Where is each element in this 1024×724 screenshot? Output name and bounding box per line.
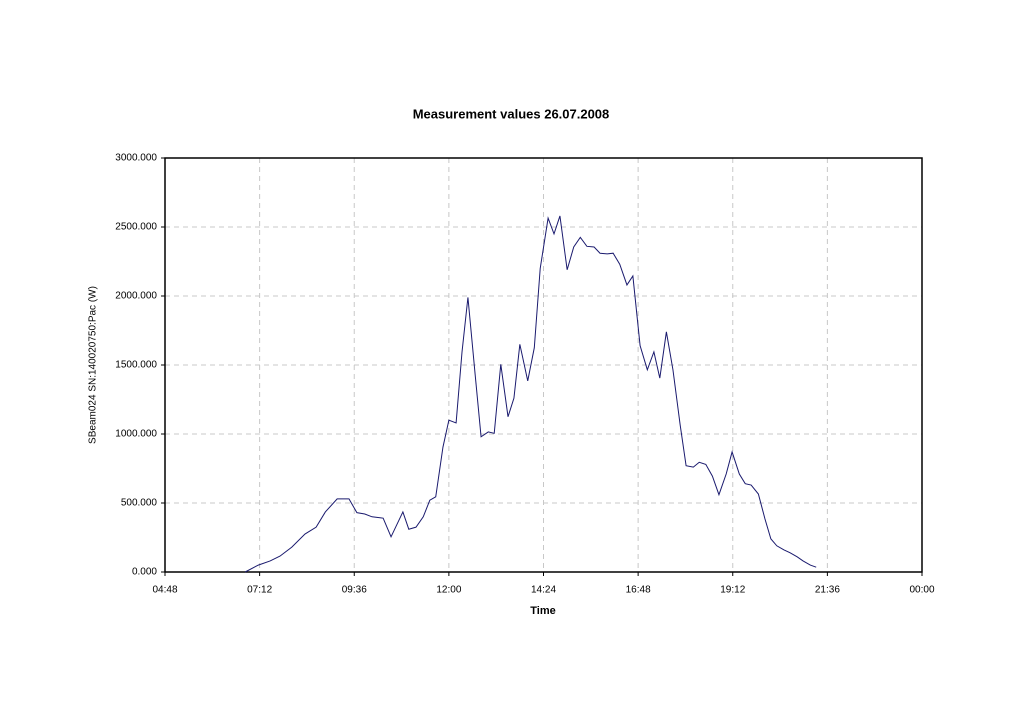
x-tick-label: 21:36 xyxy=(815,585,840,596)
y-tick-label: 2500.000 xyxy=(115,222,157,233)
y-tick-label: 1500.000 xyxy=(115,360,157,371)
x-tick-label: 16:48 xyxy=(626,585,651,596)
x-tick-label: 04:48 xyxy=(152,585,177,596)
y-tick-label: 2000.000 xyxy=(115,291,157,302)
x-tick-label: 19:12 xyxy=(720,585,745,596)
data-line xyxy=(244,215,817,573)
y-axis-title: SBeam024 SN:140020750:Pac (W) xyxy=(88,286,99,444)
x-tick-label: 07:12 xyxy=(247,585,272,596)
x-tick-label: 14:24 xyxy=(531,585,556,596)
x-axis-title: Time xyxy=(530,605,555,617)
y-tick-label: 1000.000 xyxy=(115,429,157,440)
x-tick-label: 09:36 xyxy=(342,585,367,596)
plot-frame xyxy=(164,157,923,573)
x-tick-label: 12:00 xyxy=(436,585,461,596)
x-tick-label: 00:00 xyxy=(909,585,934,596)
y-tick-label: 3000.000 xyxy=(115,153,157,164)
y-tick-label: 0.000 xyxy=(132,567,157,578)
y-tick-label: 500.000 xyxy=(121,498,158,509)
chart-title: Measurement values 26.07.2008 xyxy=(413,106,610,121)
